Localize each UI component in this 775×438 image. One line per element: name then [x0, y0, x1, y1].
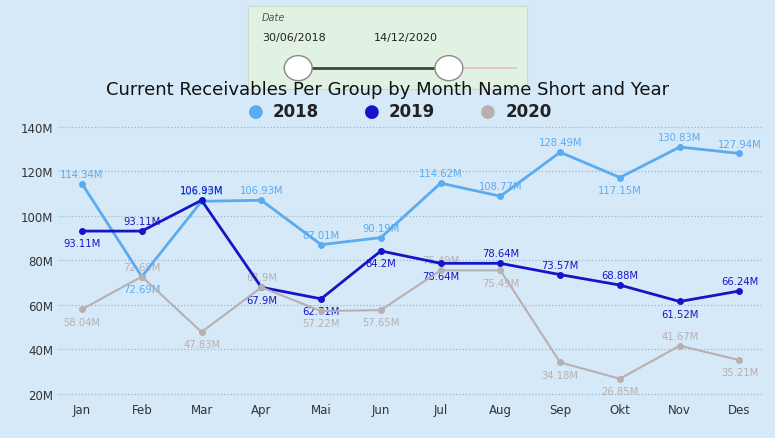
- Text: 78.64M: 78.64M: [422, 271, 460, 281]
- Text: 128.49M: 128.49M: [539, 138, 582, 148]
- Text: 72.69M: 72.69M: [123, 262, 160, 272]
- Text: 117.15M: 117.15M: [598, 185, 642, 195]
- Text: 68.88M: 68.88M: [601, 271, 639, 280]
- Text: 30/06/2018: 30/06/2018: [262, 33, 326, 43]
- Text: 78.64M: 78.64M: [482, 249, 519, 259]
- Text: 41.67M: 41.67M: [661, 331, 698, 341]
- Text: 84.2M: 84.2M: [366, 258, 396, 268]
- Ellipse shape: [435, 57, 463, 81]
- Text: 67.9M: 67.9M: [246, 273, 277, 283]
- Text: 93.11M: 93.11M: [123, 217, 160, 226]
- Text: 90.19M: 90.19M: [362, 223, 399, 233]
- Text: Date: Date: [262, 13, 285, 23]
- Text: 34.18M: 34.18M: [542, 370, 579, 380]
- Text: 2018: 2018: [273, 102, 319, 121]
- Text: ●: ●: [364, 102, 380, 121]
- Text: 2019: 2019: [389, 102, 436, 121]
- Text: 106.49M: 106.49M: [180, 187, 223, 197]
- Text: 35.21M: 35.21M: [721, 367, 758, 378]
- Text: ●: ●: [480, 102, 496, 121]
- Text: 73.57M: 73.57M: [542, 260, 579, 270]
- Text: 67.9M: 67.9M: [246, 295, 277, 305]
- Text: ●: ●: [248, 102, 264, 121]
- Text: 93.11M: 93.11M: [64, 239, 101, 249]
- Text: 2020: 2020: [505, 102, 552, 121]
- Text: 75.49M: 75.49M: [422, 256, 460, 266]
- Text: 72.69M: 72.69M: [123, 284, 160, 294]
- Text: 127.94M: 127.94M: [718, 139, 761, 149]
- Text: 106.93M: 106.93M: [180, 186, 223, 196]
- Ellipse shape: [284, 57, 312, 81]
- Text: 61.52M: 61.52M: [661, 309, 698, 319]
- Text: 57.65M: 57.65M: [362, 318, 400, 328]
- Text: 47.83M: 47.83M: [183, 339, 220, 350]
- Text: 106.93M: 106.93M: [239, 186, 283, 196]
- Text: 14/12/2020: 14/12/2020: [374, 33, 438, 43]
- Text: 26.85M: 26.85M: [601, 386, 639, 396]
- Text: 130.83M: 130.83M: [658, 133, 701, 143]
- Text: 57.22M: 57.22M: [302, 318, 339, 328]
- Text: 66.24M: 66.24M: [721, 276, 758, 286]
- Text: 108.77M: 108.77M: [479, 182, 522, 192]
- Text: 87.01M: 87.01M: [302, 230, 339, 240]
- Text: 114.34M: 114.34M: [60, 170, 104, 180]
- Text: 62.71M: 62.71M: [302, 307, 339, 316]
- Text: 58.04M: 58.04M: [64, 317, 101, 327]
- Text: 75.49M: 75.49M: [482, 278, 519, 288]
- Text: Current Receivables Per Group by Month Name Short and Year: Current Receivables Per Group by Month N…: [106, 81, 669, 99]
- Text: 114.62M: 114.62M: [418, 169, 463, 179]
